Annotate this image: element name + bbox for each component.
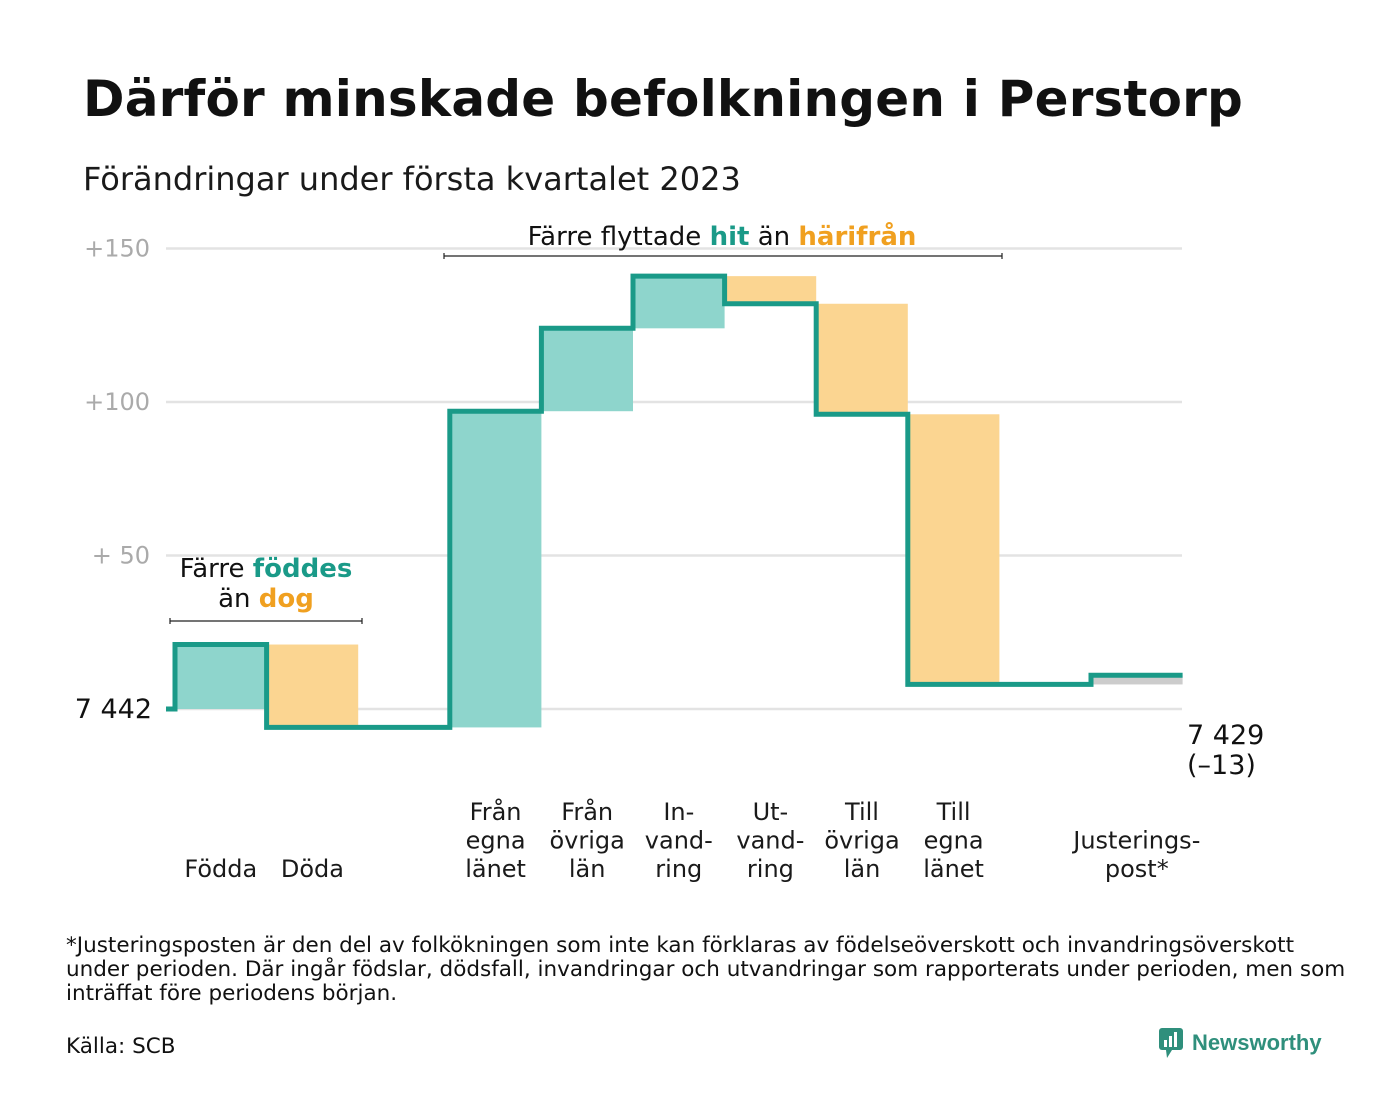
baseline-label: 7 442 [75,694,152,725]
annotation-part: föddes [253,554,353,584]
y-tick-label: + 50 [92,542,150,570]
category-label: län [844,855,881,883]
annotation-part: Färre flyttade [528,222,710,252]
cumulative-step-line [166,273,1183,730]
annotation-part: dog [259,584,314,614]
category-label: egna [924,827,984,855]
category-label: Ut- [753,798,789,826]
waterfall-bar-out [907,414,1000,685]
footnote: *Justeringsposten är den del av folkökni… [66,933,1346,1006]
category-label: ring [655,855,702,883]
waterfall-bar-out [724,276,817,304]
category-label: Till [844,798,879,826]
chart-title: Därför minskade befolkningen i Perstorp [83,70,1244,128]
annotation-part: än [218,584,259,614]
annotation-part: Färre [180,554,253,584]
annotation-migration: Färre flyttade hit än härifrån [528,220,917,252]
waterfall-bar-out [266,644,359,728]
waterfall-bar-in [449,411,542,728]
category-label: Från [561,797,613,826]
annotation-part: än [749,222,798,252]
category-label: post* [1105,855,1169,883]
waterfall-bar-out [816,303,908,415]
brand-name: Newsworthy [1192,1030,1322,1055]
category-label: vand- [736,827,804,855]
end-value-label: 7 429 [1187,720,1264,751]
category-label: Födda [184,855,257,883]
newsworthy-logo-icon [1159,1028,1183,1058]
y-tick-label: +150 [84,235,150,263]
category-label: Döda [281,855,344,883]
waterfall-bar-in [175,644,267,709]
annotation-births-deaths-line2: än dog [218,584,314,614]
category-label: ring [747,855,794,883]
waterfall-bar-in [541,328,633,412]
waterfall-bar-in [633,276,725,329]
chart-subtitle: Förändringar under första kvartalet 2023 [83,160,741,198]
category-label: egna [466,827,526,855]
category-label: Från [470,797,522,826]
category-label: övriga [550,827,625,855]
category-label: Justerings- [1071,827,1200,855]
source-credit: Källa: SCB [66,1034,176,1059]
y-tick-label: +100 [84,388,150,416]
category-label: länet [465,855,526,883]
category-label: länet [923,855,984,883]
brand-logo: Newsworthy [1158,1027,1322,1059]
category-label: län [569,855,606,883]
category-label: vand- [645,827,713,855]
end-change-label: (–13) [1187,750,1256,781]
waterfall-bar-adj [1091,675,1183,685]
category-label: övriga [824,827,899,855]
annotation-births-deaths: Färre föddes [180,554,353,584]
category-label: In- [663,798,694,826]
annotation-part: hit [710,222,750,252]
annotation-part: härifrån [798,220,916,252]
category-label: Till [936,798,971,826]
